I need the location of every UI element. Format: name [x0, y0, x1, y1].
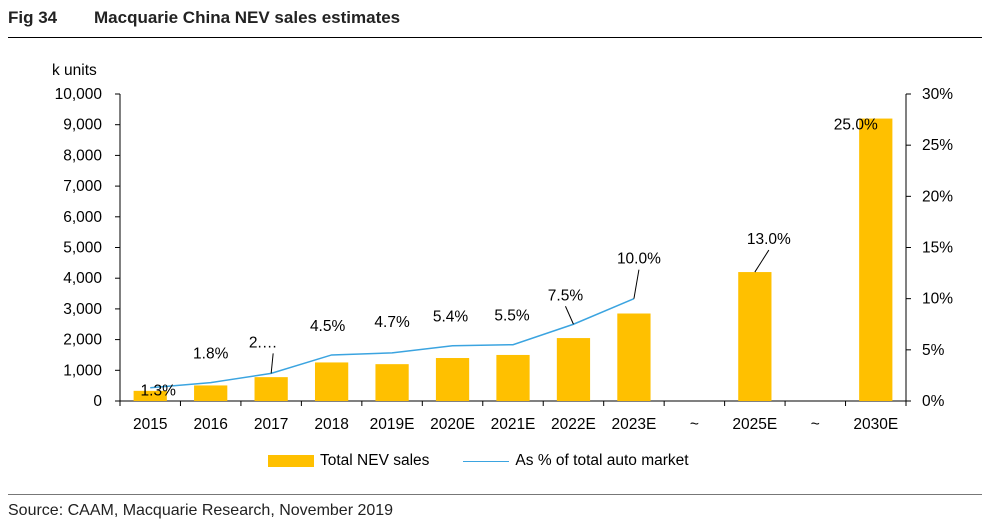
data-label: 1.3%	[141, 383, 177, 400]
x-tick-label: 2016	[193, 416, 227, 433]
source-divider	[8, 494, 982, 495]
bar	[133, 390, 167, 401]
y-tick-label: 0	[93, 393, 102, 410]
bar	[254, 377, 288, 401]
y-tick-label: 9,000	[63, 117, 102, 134]
legend-label-line: As % of total auto market	[515, 452, 689, 469]
title-divider	[8, 37, 982, 38]
bar	[617, 313, 651, 401]
y-tick-label: 8,000	[63, 147, 102, 164]
y-tick-label: 2,000	[63, 332, 102, 349]
legend-label-bar: Total NEV sales	[320, 452, 430, 469]
y2-tick-label: 25%	[922, 137, 953, 154]
y2-tick-label: 10%	[922, 291, 953, 308]
x-tick-label: 2023E	[612, 416, 657, 433]
y2-tick-label: 30%	[922, 86, 953, 103]
y-tick-label: 6,000	[63, 209, 102, 226]
y2-tick-label: 20%	[922, 188, 953, 205]
bar	[194, 385, 228, 401]
x-tick-label: 2015	[133, 416, 167, 433]
bar	[435, 358, 470, 401]
data-label-leader	[270, 353, 274, 374]
bar	[859, 118, 893, 401]
x-tick-label: 2020E	[430, 416, 475, 433]
data-label: 5.4%	[433, 309, 469, 326]
data-label: 4.7%	[374, 314, 410, 331]
data-label-leader	[565, 306, 574, 325]
data-label: 7.5%	[548, 287, 584, 304]
y-tick-label: 3,000	[63, 301, 102, 318]
x-tick-label: ~	[690, 416, 699, 433]
data-label-leader	[633, 269, 640, 299]
data-label: 5.5%	[494, 308, 530, 325]
chart-legend: Total NEV sales As % of total auto marke…	[268, 452, 689, 470]
bar	[496, 354, 530, 401]
legend-swatch-bar	[268, 455, 314, 467]
y-tick-label: 1,000	[63, 362, 102, 379]
data-label: 10.0%	[617, 251, 661, 268]
legend-swatch-line	[463, 460, 510, 462]
data-label: 2.…	[249, 334, 277, 351]
data-label-leader	[754, 249, 770, 273]
data-label: 4.5%	[310, 318, 346, 335]
x-tick-label: 2019E	[370, 416, 415, 433]
bar	[556, 338, 591, 401]
figure-title: Macquarie China NEV sales estimates	[94, 8, 401, 27]
y2-tick-label: 0%	[922, 393, 945, 410]
line-series	[150, 297, 635, 389]
x-tick-label: 2022E	[551, 416, 596, 433]
data-label: 13.0%	[747, 231, 791, 248]
y-axis-title: k units	[52, 62, 97, 79]
bar	[314, 362, 349, 401]
bar	[375, 364, 409, 401]
x-tick-label: 2021E	[491, 416, 536, 433]
nev-sales-chart: 0 1,000 2,000 3,000 4,000 5,000 6,000 7,000 8,00…	[52, 62, 953, 433]
x-tick-label: 2017	[254, 416, 288, 433]
y2-tick-label: 15%	[922, 240, 953, 257]
x-tick-label: 2018	[314, 416, 348, 433]
data-label: 1.8%	[193, 346, 229, 363]
figure-label: Fig 34	[8, 8, 58, 27]
y-tick-label: 7,000	[63, 178, 102, 195]
data-label: 25.0%	[834, 117, 878, 134]
x-tick-label: 2025E	[732, 416, 777, 433]
x-tick-label: 2030E	[853, 416, 898, 433]
y-tick-label: 5,000	[63, 240, 102, 257]
y-tick-label: 4,000	[63, 270, 102, 287]
y-tick-label: 10,000	[55, 86, 103, 103]
bar	[738, 272, 772, 401]
y2-tick-label: 5%	[922, 342, 945, 359]
figure-title-row: Fig 34 Macquarie China NEV sales estimate…	[8, 8, 400, 28]
x-tick-label: ~	[811, 416, 820, 433]
source-note: Source: CAAM, Macquarie Research, Novemb…	[8, 502, 394, 519]
